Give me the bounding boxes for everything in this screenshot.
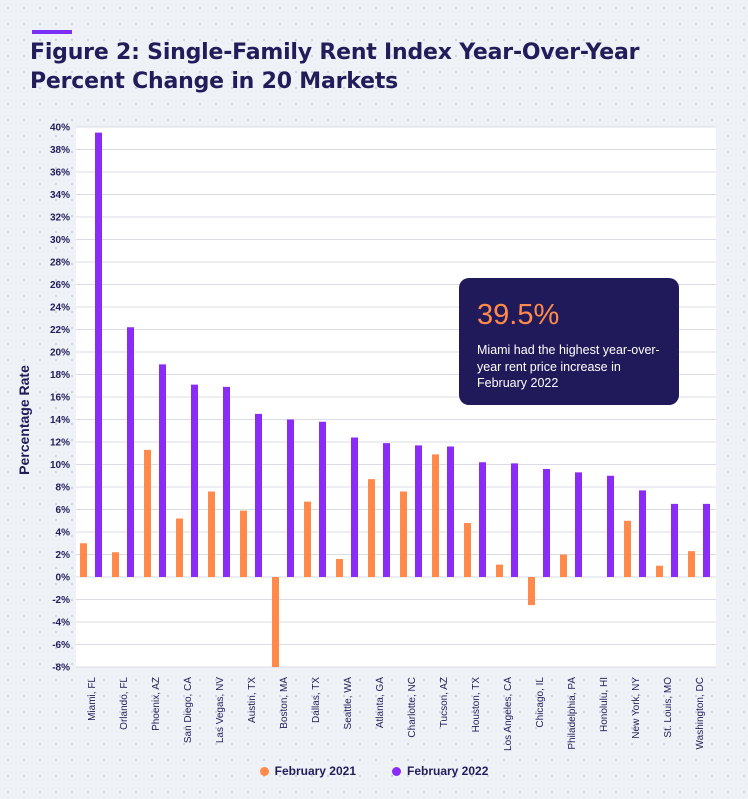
chart-title: Figure 2: Single-Family Rent Index Year-…	[30, 40, 640, 94]
x-tick-label: Houston, TX	[471, 677, 482, 733]
x-tick-label: Phoenix, AZ	[151, 677, 162, 731]
bar-feb-2022	[511, 463, 518, 577]
x-tick-label: Austin, TX	[247, 677, 258, 723]
x-tick-label: Seattle, WA	[343, 677, 354, 730]
y-tick-label: 38%	[50, 145, 70, 156]
bar-feb-2022	[127, 327, 134, 577]
x-tick-label: Charlotte, NC	[407, 677, 418, 738]
callout-value: 39.5%	[477, 299, 560, 331]
x-tick-label: Tucson, AZ	[439, 677, 450, 727]
callout-box: 39.5% Miami had the highest year-over-ye…	[459, 278, 679, 405]
x-tick-label: San Diego, CA	[183, 677, 194, 743]
x-tick-label: St. Louis, MO	[663, 677, 674, 738]
x-tick-label: Philadelphia, PA	[567, 677, 578, 750]
bar-feb-2021	[432, 454, 439, 577]
bar-feb-2022	[543, 469, 550, 577]
bar-feb-2021	[688, 551, 695, 577]
y-tick-label: 2%	[56, 550, 71, 561]
bar-feb-2022	[479, 462, 486, 577]
y-axis-label: Percentage Rate	[16, 365, 32, 475]
legend-swatch-feb-2022	[392, 766, 401, 776]
y-tick-label: 16%	[50, 393, 70, 404]
y-tick-label: -8%	[52, 663, 70, 674]
bar-feb-2021	[656, 565, 663, 577]
y-tick-label: 14%	[50, 415, 70, 426]
y-tick-label: -2%	[52, 595, 70, 606]
y-tick-label: 24%	[50, 303, 70, 314]
legend-label-feb-2021: February 2021	[274, 764, 356, 778]
x-tick-label: Washington, DC	[695, 677, 706, 749]
bar-feb-2022	[95, 132, 102, 577]
bar-feb-2021	[112, 552, 119, 577]
y-tick-label: 10%	[50, 460, 70, 471]
x-tick-label: Las Vegas, NV	[215, 677, 226, 743]
bar-feb-2022	[319, 421, 326, 577]
y-tick-label: 26%	[50, 280, 70, 291]
bar-feb-2022	[415, 445, 422, 577]
legend-swatch-feb-2021	[259, 766, 269, 776]
bar-feb-2021	[368, 479, 375, 577]
bar-feb-2022	[159, 364, 166, 577]
x-tick-label: New York, NY	[631, 677, 642, 739]
bar-feb-2022	[351, 437, 358, 577]
y-tick-label: 36%	[50, 168, 70, 179]
bar-feb-2021	[560, 554, 567, 577]
y-tick-label: 32%	[50, 213, 70, 224]
bar-feb-2021	[304, 501, 311, 577]
y-tick-label: 4%	[56, 528, 71, 539]
bar-feb-2021	[464, 523, 471, 577]
y-tick-label: 12%	[50, 438, 70, 449]
y-tick-label: 34%	[50, 190, 70, 201]
y-tick-label: 6%	[56, 505, 71, 516]
bar-feb-2022	[223, 386, 230, 577]
y-tick-label: -6%	[52, 640, 70, 651]
bar-feb-2021	[272, 577, 279, 667]
callout-text: Miami had the highest year-over-year ren…	[477, 343, 660, 390]
bar-feb-2022	[383, 443, 390, 577]
bar-feb-2022	[191, 384, 198, 577]
y-tick-label: -4%	[52, 618, 70, 629]
bar-feb-2022	[287, 419, 294, 577]
bar-feb-2021	[240, 510, 247, 577]
x-tick-label: Orlando, FL	[119, 677, 130, 730]
bar-feb-2021	[208, 491, 215, 577]
y-tick-label: 20%	[50, 348, 70, 359]
x-tick-label: Honolulu, HI	[599, 677, 610, 732]
bar-feb-2022	[703, 503, 710, 577]
bar-feb-2022	[639, 490, 646, 577]
legend-item-feb-2021: February 2021	[259, 764, 356, 778]
bar-feb-2021	[400, 491, 407, 577]
bar-feb-2021	[496, 564, 503, 577]
x-tick-label: Boston, MA	[279, 677, 290, 729]
y-tick-label: 22%	[50, 325, 70, 336]
y-tick-label: 8%	[56, 483, 71, 494]
x-tick-label: Los Angeles, CA	[503, 677, 514, 751]
bar-feb-2022	[575, 472, 582, 577]
bar-feb-2021	[336, 559, 343, 577]
x-tick-label: Atlanta, GA	[375, 677, 386, 728]
y-tick-label: 40%	[50, 123, 70, 134]
bar-feb-2022	[607, 475, 614, 577]
x-tick-label: Chicago, IL	[535, 677, 546, 728]
bar-feb-2022	[447, 446, 454, 577]
y-tick-label: 30%	[50, 235, 70, 246]
bar-feb-2021	[528, 577, 535, 606]
x-tick-label: Miami, FL	[87, 677, 98, 721]
bar-feb-2022	[255, 413, 262, 577]
legend-label-feb-2022: February 2022	[407, 764, 489, 778]
bar-feb-2021	[144, 449, 151, 577]
bar-feb-2022	[671, 503, 678, 577]
accent-bar	[32, 30, 72, 34]
x-tick-label: Dallas, TX	[311, 677, 322, 723]
bar-feb-2021	[80, 543, 87, 577]
y-tick-label: 18%	[50, 370, 70, 381]
legend: February 2021 February 2022	[0, 764, 748, 778]
bar-feb-2021	[624, 520, 631, 577]
y-tick-label: 28%	[50, 258, 70, 269]
legend-item-feb-2022: February 2022	[392, 764, 488, 778]
bar-feb-2021	[176, 518, 183, 577]
y-tick-label: 0%	[56, 573, 71, 584]
